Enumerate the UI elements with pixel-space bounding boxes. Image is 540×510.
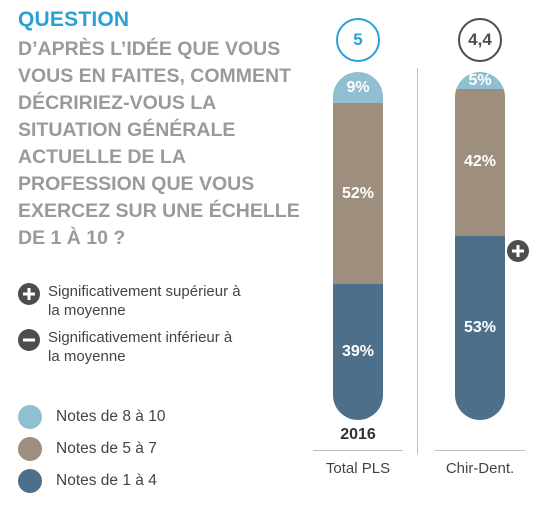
data-label: 52% [341,184,375,202]
minus-circle-icon [18,329,40,351]
stacked-bar: 5% 42% 53% [455,72,505,420]
column-rule [313,450,403,451]
bar-segment: 53% [455,235,505,420]
significance-legend-item-higher: Significativement supérieur à la moyenne [18,282,248,320]
bar-segment: 42% [455,89,505,236]
data-label: 5% [468,72,492,89]
question-text: D’APRÈS L’IDÉE QUE VOUS VOUS EN FAITES, … [18,38,300,249]
significance-plus-icon [505,237,531,264]
category-label: Total PLS [325,460,391,477]
significance-legend-item-lower: Significativement inférieur à la moyenne [18,328,248,366]
bar-segment: 5% [455,72,505,90]
significance-lower-label: Significativement inférieur à la moyenne [48,329,233,365]
legend-label: Notes de 5 à 7 [56,440,157,457]
year-label: 2016 [340,426,376,443]
data-label: 42% [463,153,497,171]
plus-circle-icon [18,283,40,305]
bar-segment: 39% [333,284,383,420]
data-label: 9% [346,78,370,96]
legend-label: Notes de 1 à 4 [56,472,157,489]
category-label: Chir-Dent. [445,460,515,477]
average-score-circle: 5 [336,18,380,62]
legend-swatch [18,469,42,493]
legend-label: Notes de 8 à 10 [56,408,166,425]
column-rule [435,450,525,451]
significance-legend: Significativement supérieur à la moyenne… [18,282,248,374]
bar-segment: 9% [333,72,383,104]
average-score-circle: 4,4 [458,18,502,62]
legend-swatch [18,437,42,461]
column-divider [417,68,418,454]
data-label: 53% [463,318,497,336]
legend-item: Notes de 8 à 10 [18,402,165,432]
question-label: QUESTION [18,8,130,31]
series-legend: Notes de 8 à 10 Notes de 5 à 7 Notes de 1 … [18,402,165,498]
stacked-bar: 9% 52% 39% [333,72,383,420]
bar-segment: 52% [333,103,383,285]
legend-item: Notes de 1 à 4 [18,466,165,496]
data-label: 39% [341,343,375,361]
significance-higher-label: Significativement supérieur à la moyenne [48,283,241,319]
legend-swatch [18,405,42,429]
legend-item: Notes de 5 à 7 [18,434,165,464]
